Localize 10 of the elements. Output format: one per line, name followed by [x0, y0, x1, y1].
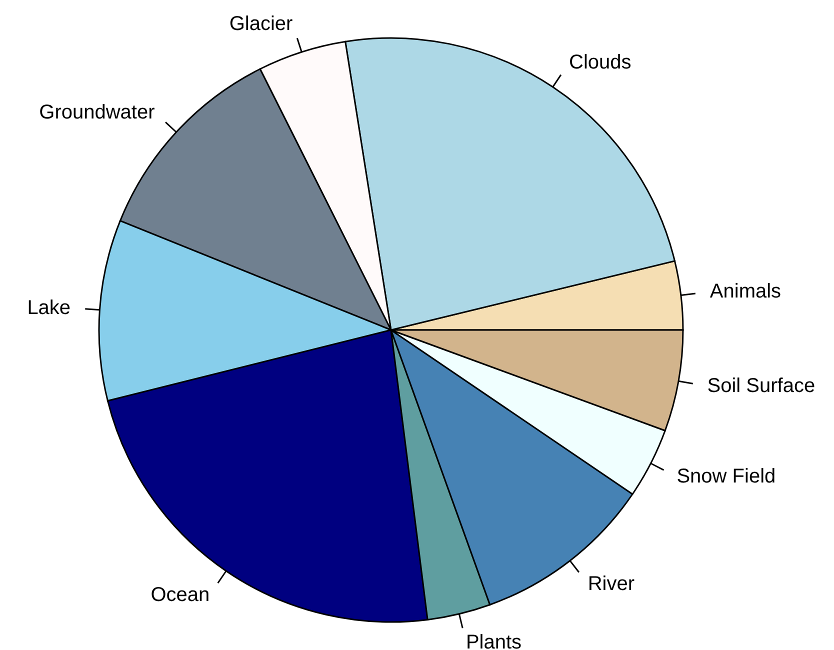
slice-label: Clouds [569, 52, 632, 74]
slice-label: Animals [710, 280, 782, 303]
slice-label: Lake [27, 296, 71, 319]
slice-label: Ocean [150, 584, 210, 606]
slice-label: River [588, 572, 635, 595]
slice-label: Snow Field [676, 466, 776, 488]
slice-label: Glacier [229, 13, 294, 36]
slice-label: Plants [466, 631, 522, 650]
slice-label: Soil Surface [707, 375, 816, 398]
slice-label: Groundwater [39, 101, 156, 124]
